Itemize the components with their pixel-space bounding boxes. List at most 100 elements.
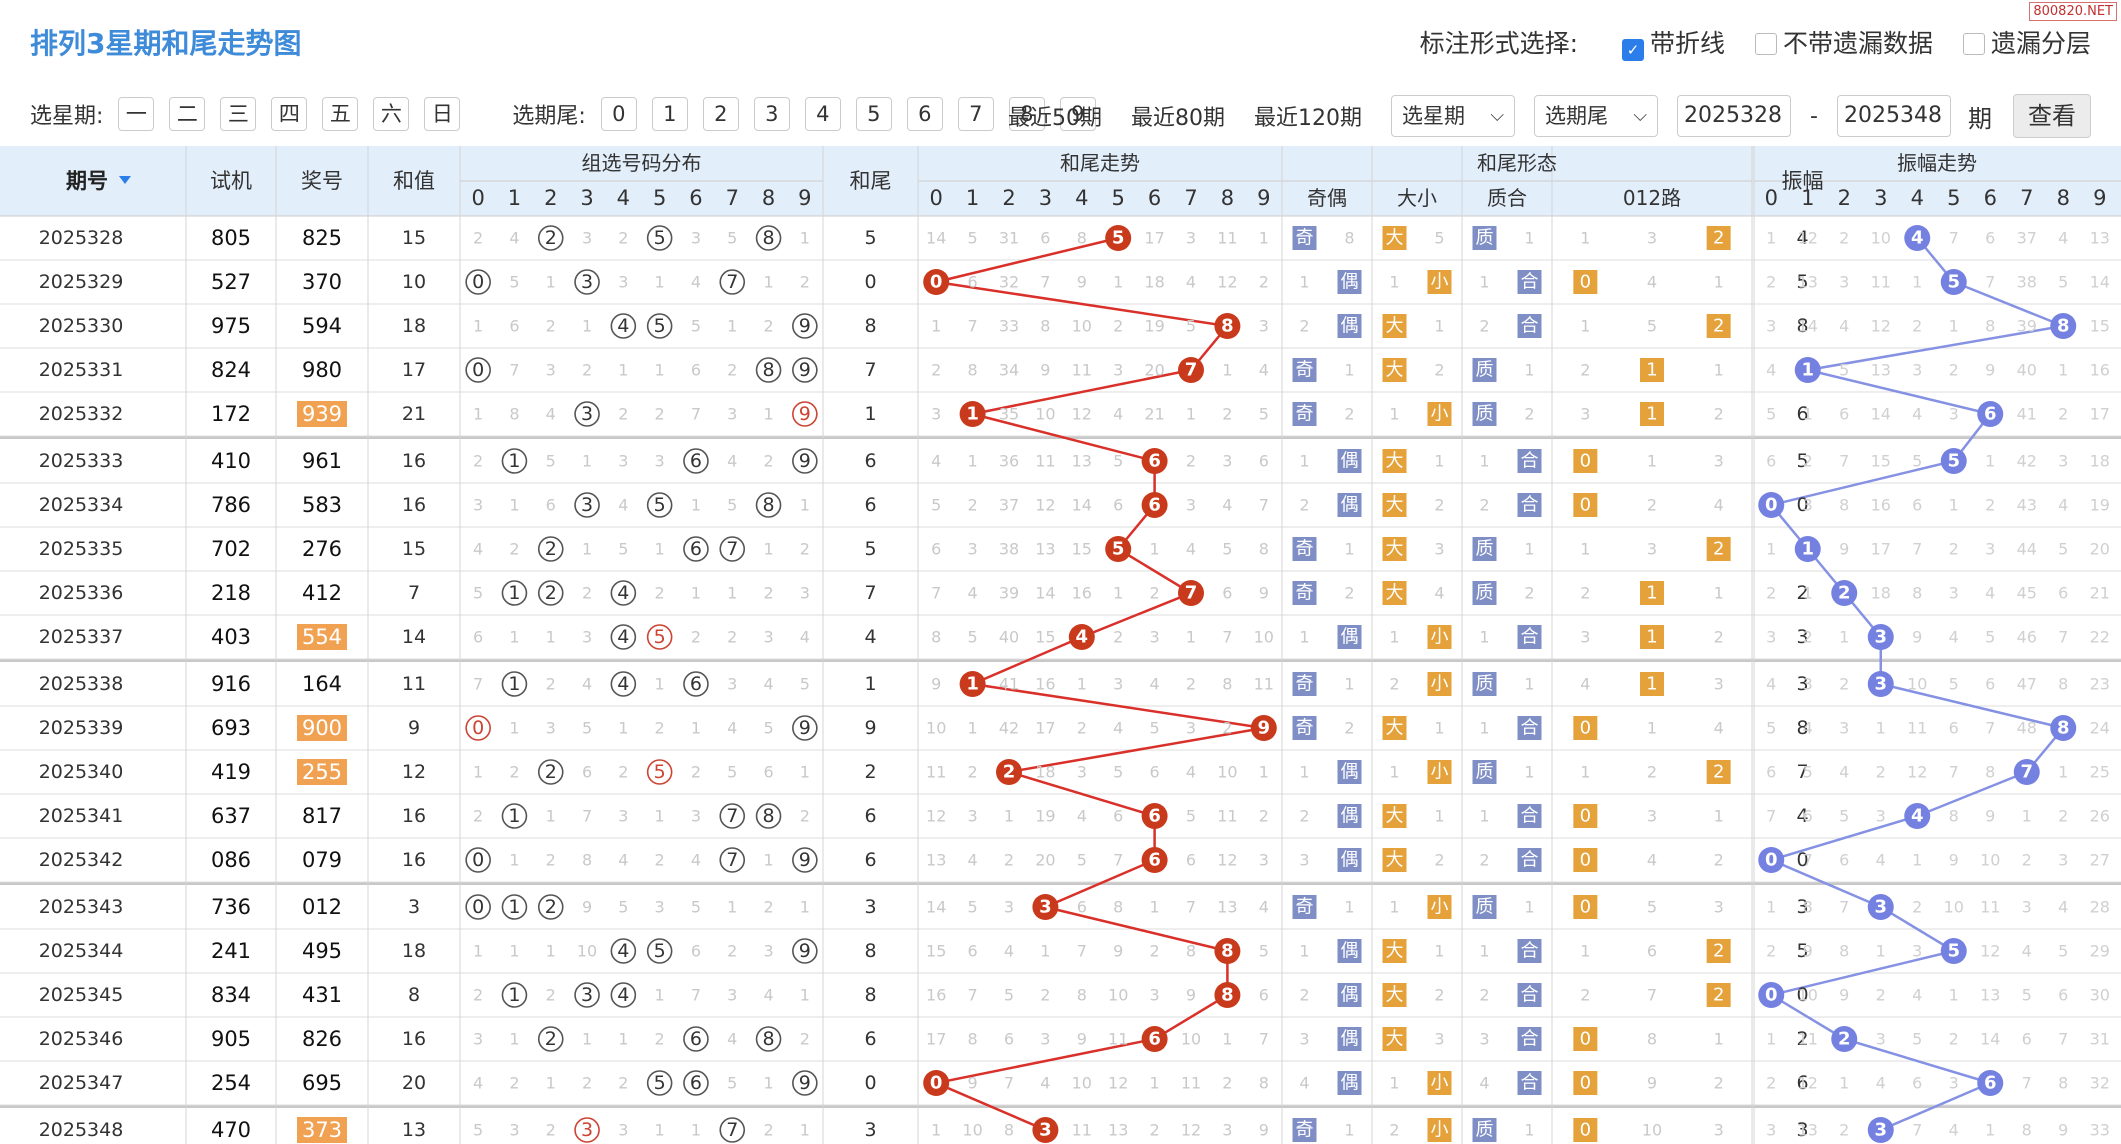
trend-miss: 4: [1186, 540, 1196, 559]
week-select[interactable]: 选星期 ⌵: [1391, 95, 1516, 137]
dist-hit-circle: [574, 269, 600, 295]
dist-miss: 1: [800, 496, 810, 515]
form-label: 大: [1386, 316, 1404, 337]
dist-miss: 5: [763, 719, 773, 738]
option-no-miss-data[interactable]: 不带遗漏数据: [1755, 24, 1933, 60]
dist-miss: 5: [691, 317, 701, 336]
tail-button[interactable]: 1: [651, 97, 688, 131]
tail-button[interactable]: 9: [1059, 97, 1096, 131]
tail-select[interactable]: 选期尾 ⌵: [1534, 95, 1659, 137]
tail-button[interactable]: 6: [906, 97, 943, 131]
dist-miss: 2: [800, 540, 810, 559]
end-issue-input[interactable]: 2025348: [1837, 95, 1951, 137]
dist-hit-circle: [501, 448, 528, 474]
dist-hit-circle: [719, 847, 746, 873]
checkbox-unchecked-icon[interactable]: [1755, 33, 1778, 55]
amp-miss: 9: [1839, 986, 1849, 1005]
dist-miss: 1: [691, 1121, 701, 1140]
form-label: 小: [1431, 762, 1449, 783]
amp-miss: 3: [1766, 628, 1776, 647]
dist-hit-circle: [574, 401, 600, 427]
weekday-button[interactable]: 三: [220, 97, 257, 131]
form-label: 小: [1431, 1073, 1449, 1094]
form-badge: [1517, 848, 1542, 872]
weekday-button[interactable]: 五: [322, 97, 359, 131]
recent-120-link[interactable]: 最近120期: [1254, 106, 1363, 131]
amp-miss: 4: [2022, 942, 2032, 961]
issue-cell: 2025348: [39, 1119, 124, 1141]
dist-miss: 2: [763, 584, 773, 603]
query-button[interactable]: 查看: [2013, 94, 2091, 138]
tail-button[interactable]: 8: [1008, 97, 1045, 131]
weekday-button[interactable]: 四: [271, 97, 308, 131]
trial-cell: 637: [211, 804, 251, 828]
amp-miss: 9: [1839, 540, 1849, 559]
amp-miss: 8: [2058, 1074, 2068, 1093]
weekday-button[interactable]: 二: [169, 97, 206, 131]
dist-miss: 1: [546, 807, 556, 826]
amp-miss: 2: [1949, 540, 1959, 559]
prize-cell: 826: [302, 1027, 342, 1051]
digit-header: 6: [1148, 186, 1161, 210]
checkbox-unchecked-icon[interactable]: [1962, 33, 1985, 55]
dist-miss: 1: [509, 851, 519, 870]
tail-button[interactable]: 0: [600, 97, 637, 131]
dist-hit-circle: [719, 803, 746, 829]
dist-miss: 3: [763, 942, 773, 961]
sort-down-icon[interactable]: [119, 176, 131, 184]
dist-hit: 6: [690, 450, 702, 472]
filter-right: 最近50期 最近80期 最近120期 选星期 ⌵ 选期尾 ⌵ 2025328 - 2…: [1008, 94, 2091, 138]
dist-miss: 1: [473, 763, 483, 782]
tail-button[interactable]: 2: [702, 97, 739, 131]
dist-miss: 2: [582, 584, 592, 603]
dist-hit: 5: [654, 626, 666, 648]
amp-miss: 12: [1798, 229, 1818, 248]
form-label: 偶: [1341, 272, 1359, 293]
recent-80-link[interactable]: 最近80期: [1131, 106, 1226, 131]
trend-miss: 5: [1113, 763, 1123, 782]
trend-miss: 6: [1186, 851, 1196, 870]
form-badge: [1517, 1027, 1542, 1051]
option-with-line[interactable]: ✓ 带折线: [1622, 24, 1725, 61]
amplitude-cell: 5: [1796, 271, 1808, 293]
weekday-button[interactable]: 六: [373, 97, 410, 131]
amplitude-ball-number: 5: [1947, 941, 1960, 962]
tail-cell: 8: [864, 315, 876, 337]
tail-button[interactable]: 5: [855, 97, 892, 131]
tail-button[interactable]: 7: [957, 97, 994, 131]
dist-miss: 3: [618, 1121, 628, 1140]
dist-miss: 2: [691, 628, 701, 647]
form-miss: 1: [1389, 628, 1399, 647]
tail-filter-label: 选期尾:: [512, 104, 586, 129]
tail-button[interactable]: 3: [753, 97, 790, 131]
route-miss: 2: [1580, 584, 1590, 603]
trend-miss: 8: [1222, 675, 1232, 694]
form-badge: [1472, 402, 1497, 426]
prize-cell: 939: [302, 402, 342, 426]
weekday-button[interactable]: 日: [424, 97, 461, 131]
option-miss-layer[interactable]: 遗漏分层: [1962, 24, 2091, 60]
tail-cell: 6: [864, 805, 876, 827]
form-label: 奇: [1296, 583, 1314, 604]
tail-button[interactable]: 4: [804, 97, 841, 131]
digit-header: 9: [2093, 186, 2106, 210]
trend-miss: 2: [1150, 1121, 1160, 1140]
start-issue-input[interactable]: 2025328: [1677, 95, 1792, 137]
dist-hit: 6: [690, 673, 702, 695]
amp-miss: 16: [2090, 361, 2110, 380]
form-badge: [1292, 537, 1317, 561]
sum-cell: 16: [402, 450, 426, 472]
trend-miss: 2: [968, 496, 978, 515]
form-badge: [1427, 1071, 1452, 1095]
weekday-button[interactable]: 一: [118, 97, 155, 131]
recent-50-link[interactable]: 最近50期: [1008, 106, 1103, 131]
checkbox-checked-icon[interactable]: ✓: [1622, 39, 1645, 61]
form-badge: [1517, 804, 1542, 828]
issue-cell: 2025331: [39, 359, 124, 381]
form-label: 质: [1476, 583, 1494, 604]
trend-miss: 8: [968, 361, 978, 380]
form-label: 偶: [1341, 941, 1359, 962]
form-label: 大: [1386, 806, 1404, 827]
trend-miss: 8: [1077, 986, 1087, 1005]
